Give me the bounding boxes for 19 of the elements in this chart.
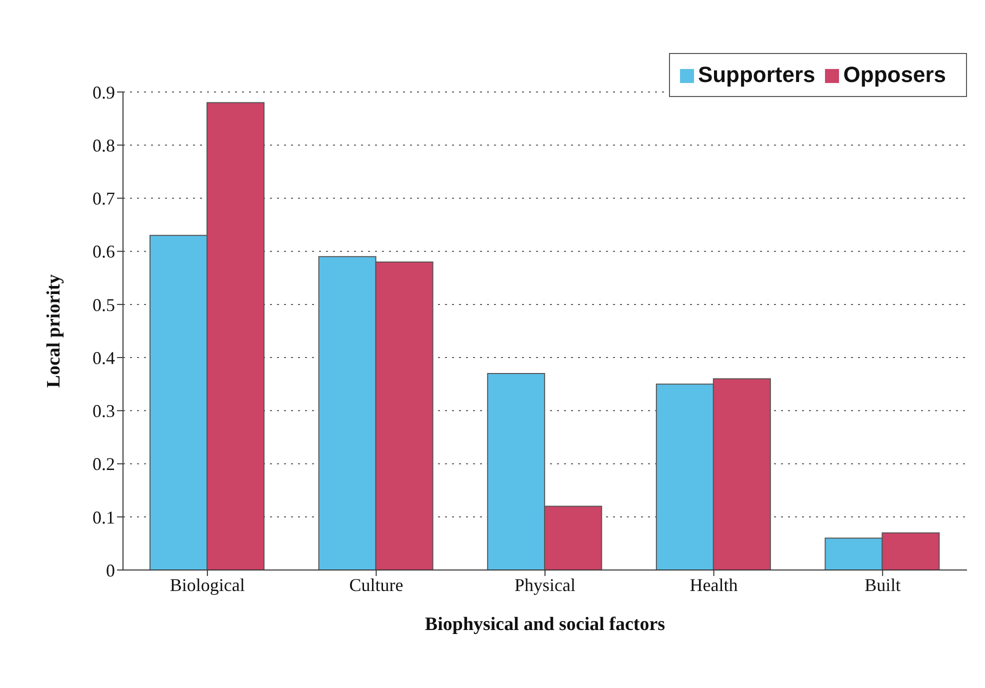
y-axis-title: Local priority	[44, 274, 65, 388]
y-tick-label: 0.9	[92, 82, 115, 102]
x-tick-label: Culture	[349, 574, 404, 595]
legend-label: Opposers	[843, 62, 946, 87]
y-tick-label: 0.2	[92, 454, 115, 474]
y-tick-label: 0.8	[92, 136, 115, 156]
y-tick-label: 0.4	[92, 348, 115, 368]
x-tick-label: Health	[690, 574, 738, 595]
x-tick-label: Physical	[514, 574, 576, 595]
legend-label: Supporters	[698, 62, 816, 87]
y-tick-label: 0	[106, 560, 115, 580]
y-tick-label: 0.6	[92, 242, 115, 262]
y-tick-label: 0.7	[92, 188, 115, 209]
y-tick-label: 0.1	[92, 507, 115, 528]
x-axis-title: Biophysical and social factors	[424, 614, 666, 635]
x-tick-label: Biological	[170, 574, 245, 595]
y-tick-label: 0.3	[92, 401, 115, 422]
x-tick-label: Built	[864, 574, 901, 595]
y-tick-label: 0.5	[92, 294, 115, 315]
